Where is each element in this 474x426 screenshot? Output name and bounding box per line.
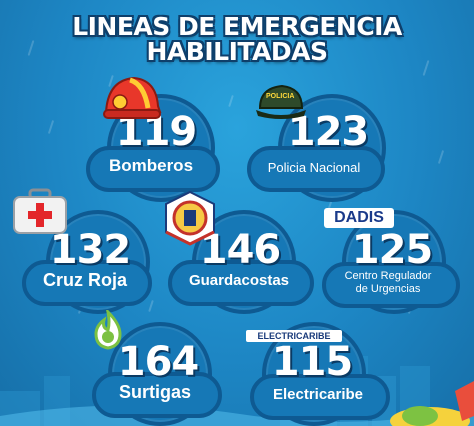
number-surtigas: 164 [117,339,200,385]
city-skyline-decoration [0,356,474,426]
label-cruz-roja: Cruz Roja [42,270,127,290]
label-bomberos: Bomberos [108,156,194,175]
label-guardacostas: Guardacostas [188,272,290,289]
number-guardacostas: 146 [199,227,282,273]
number-policia: 123 [287,109,370,155]
label-surtigas: Surtigas [118,382,192,402]
label-centro-regulador: Centro Regulador de Urgencias [326,270,450,296]
number-electricaribe: 115 [271,339,354,385]
police-cap-text: POLICIA [266,93,295,100]
coast-guard-emblem-icon [165,190,215,246]
surtigas-flame-icon [94,310,122,350]
police-cap-icon: POLICIA [256,84,306,122]
first-aid-kit-icon [13,188,67,234]
title-line-2: HABILITADAS [146,37,328,66]
label-policia: Policia Nacional [267,160,361,175]
number-cruz-roja: 132 [49,227,132,273]
electricaribe-logo: ELECTRICARIBE [246,330,342,342]
label-centro-regulador-line-1: Centro Regulador [344,270,432,282]
title: LINEAS DE EMERGENCIA HABILITADAS [60,14,414,64]
label-centro-regulador-line-2: de Urgencias [355,283,421,295]
dadis-logo: DADIS [324,208,394,228]
title-line-1: LINEAS DE EMERGENCIA [72,12,402,41]
number-centro-regulador: 125 [351,227,434,273]
firefighter-helmet-icon [103,76,162,119]
label-electricaribe: Electricaribe [272,386,364,403]
